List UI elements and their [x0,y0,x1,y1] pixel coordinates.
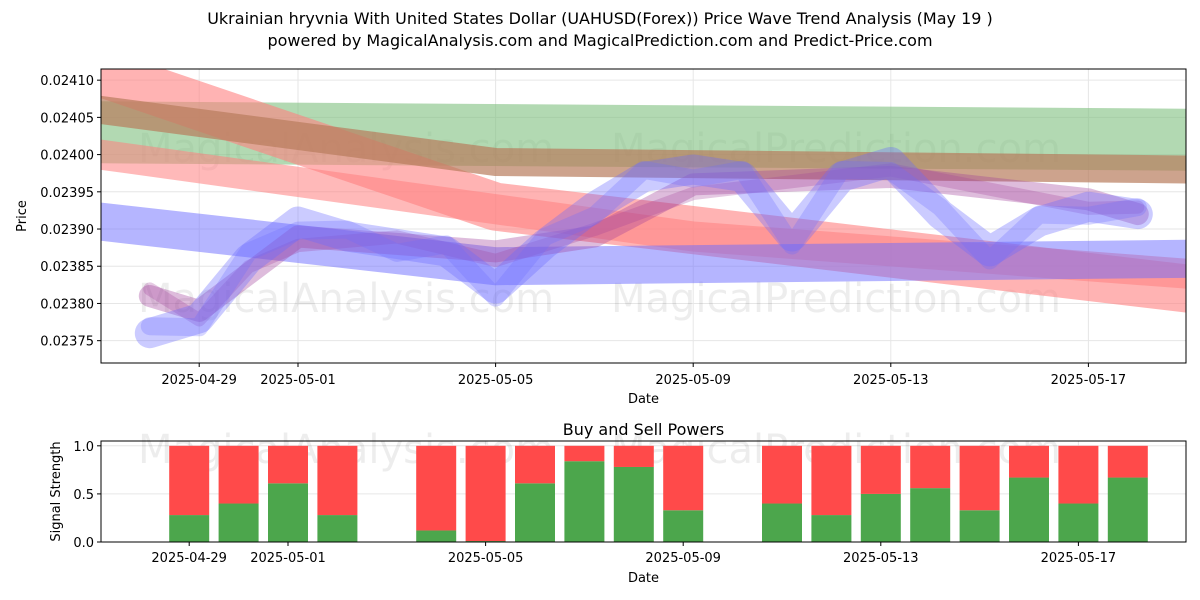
sell-bar [1107,445,1148,478]
buy-bar [762,503,802,542]
series-blue-wave-strand [140,160,1147,337]
price-y-tick-label: 0.02410 [40,74,94,89]
price-y-tick-label: 0.02405 [40,111,94,126]
price-y-tick-label: 0.02380 [40,297,94,312]
price-series-group [101,69,1186,349]
signal-x-tick-label: 2025-05-09 [645,551,721,566]
price-x-tick-label: 2025-05-17 [1051,373,1127,388]
signal-x-tick-label: 2025-05-17 [1041,551,1117,566]
series-blue-wave [134,147,1153,349]
price-y-tick-label: 0.02385 [40,260,94,275]
sell-bar [811,445,852,516]
signal-y-tick-label: 0.0 [73,536,94,551]
price-x-tick-label: 2025-05-01 [260,373,336,388]
price-panel: MagicalAnalysis.com MagicalPrediction.com… [15,68,1187,407]
price-x-tick-label: 2025-05-09 [655,373,731,388]
signal-panel-title: Buy and Sell Powers [563,420,725,439]
buy-bar [1058,503,1099,542]
buy-bar [1009,477,1049,542]
signal-axes-frame [100,440,1187,543]
buy-bar [218,503,259,542]
sell-bar [762,445,802,504]
buy-bar [169,515,210,542]
price-x-tick-label: 2025-05-05 [458,373,534,388]
price-axes-frame [100,68,1187,364]
price-y-tick-label: 0.02400 [40,149,94,164]
price-x-axis-label: Date [628,392,659,407]
buy-bar [515,483,555,542]
signal-y-axis-label: Signal Strength [49,441,64,541]
chart-title-line-1: Ukrainian hryvnia With United States Dol… [207,9,993,28]
sell-bar [1058,445,1099,504]
sell-bar [613,445,654,467]
signal-x-tick-label: 2025-04-29 [151,551,227,566]
buy-bar [860,493,901,542]
series-blue-trend-band [101,202,1186,286]
buy-bar [564,461,605,542]
series-pink-wave [138,165,1149,322]
buy-bar [663,510,704,542]
chart-title-line-2: powered by MagicalAnalysis.com and Magic… [267,31,933,50]
buy-bar [613,466,654,542]
sell-bar [268,445,308,484]
series-pink-wave-strand [143,163,1145,327]
sell-bar [663,445,704,511]
sell-bar [416,445,457,531]
price-x-tick-label: 2025-05-13 [853,373,929,388]
sell-bar [218,445,259,504]
sell-bar [1009,445,1049,478]
sell-bar [564,445,605,462]
signal-x-tick-label: 2025-05-05 [448,551,524,566]
sell-bar [910,445,951,489]
signal-x-tick-label: 2025-05-13 [843,551,919,566]
buy-bar [317,515,358,542]
price-y-tick-label: 0.02390 [40,223,94,238]
series-brown-trend-band [101,95,1186,184]
signal-x-axis-label: Date [628,571,659,586]
buy-bar [910,488,951,542]
signal-y-tick-label: 0.5 [73,488,94,503]
price-x-tick-label: 2025-04-29 [161,373,237,388]
buy-bar [268,483,308,542]
price-y-tick-label: 0.02375 [40,335,94,350]
signal-panel: MagicalAnalysis.comMagicalPrediction.com… [49,420,1187,586]
price-y-axis-label: Price [15,200,30,232]
buy-bar [811,515,852,542]
sell-bar [860,445,901,494]
sell-bar [169,445,210,516]
buy-bar [1107,477,1148,542]
sell-bar [515,445,555,484]
signal-x-tick-label: 2025-05-01 [250,551,326,566]
price-y-tick-label: 0.02395 [40,186,94,201]
sell-bar [465,445,506,542]
buy-bar [959,510,1000,542]
sell-bar [959,445,1000,511]
signal-y-tick-label: 1.0 [73,440,94,455]
sell-bar [317,445,358,516]
buy-bar [416,530,457,542]
